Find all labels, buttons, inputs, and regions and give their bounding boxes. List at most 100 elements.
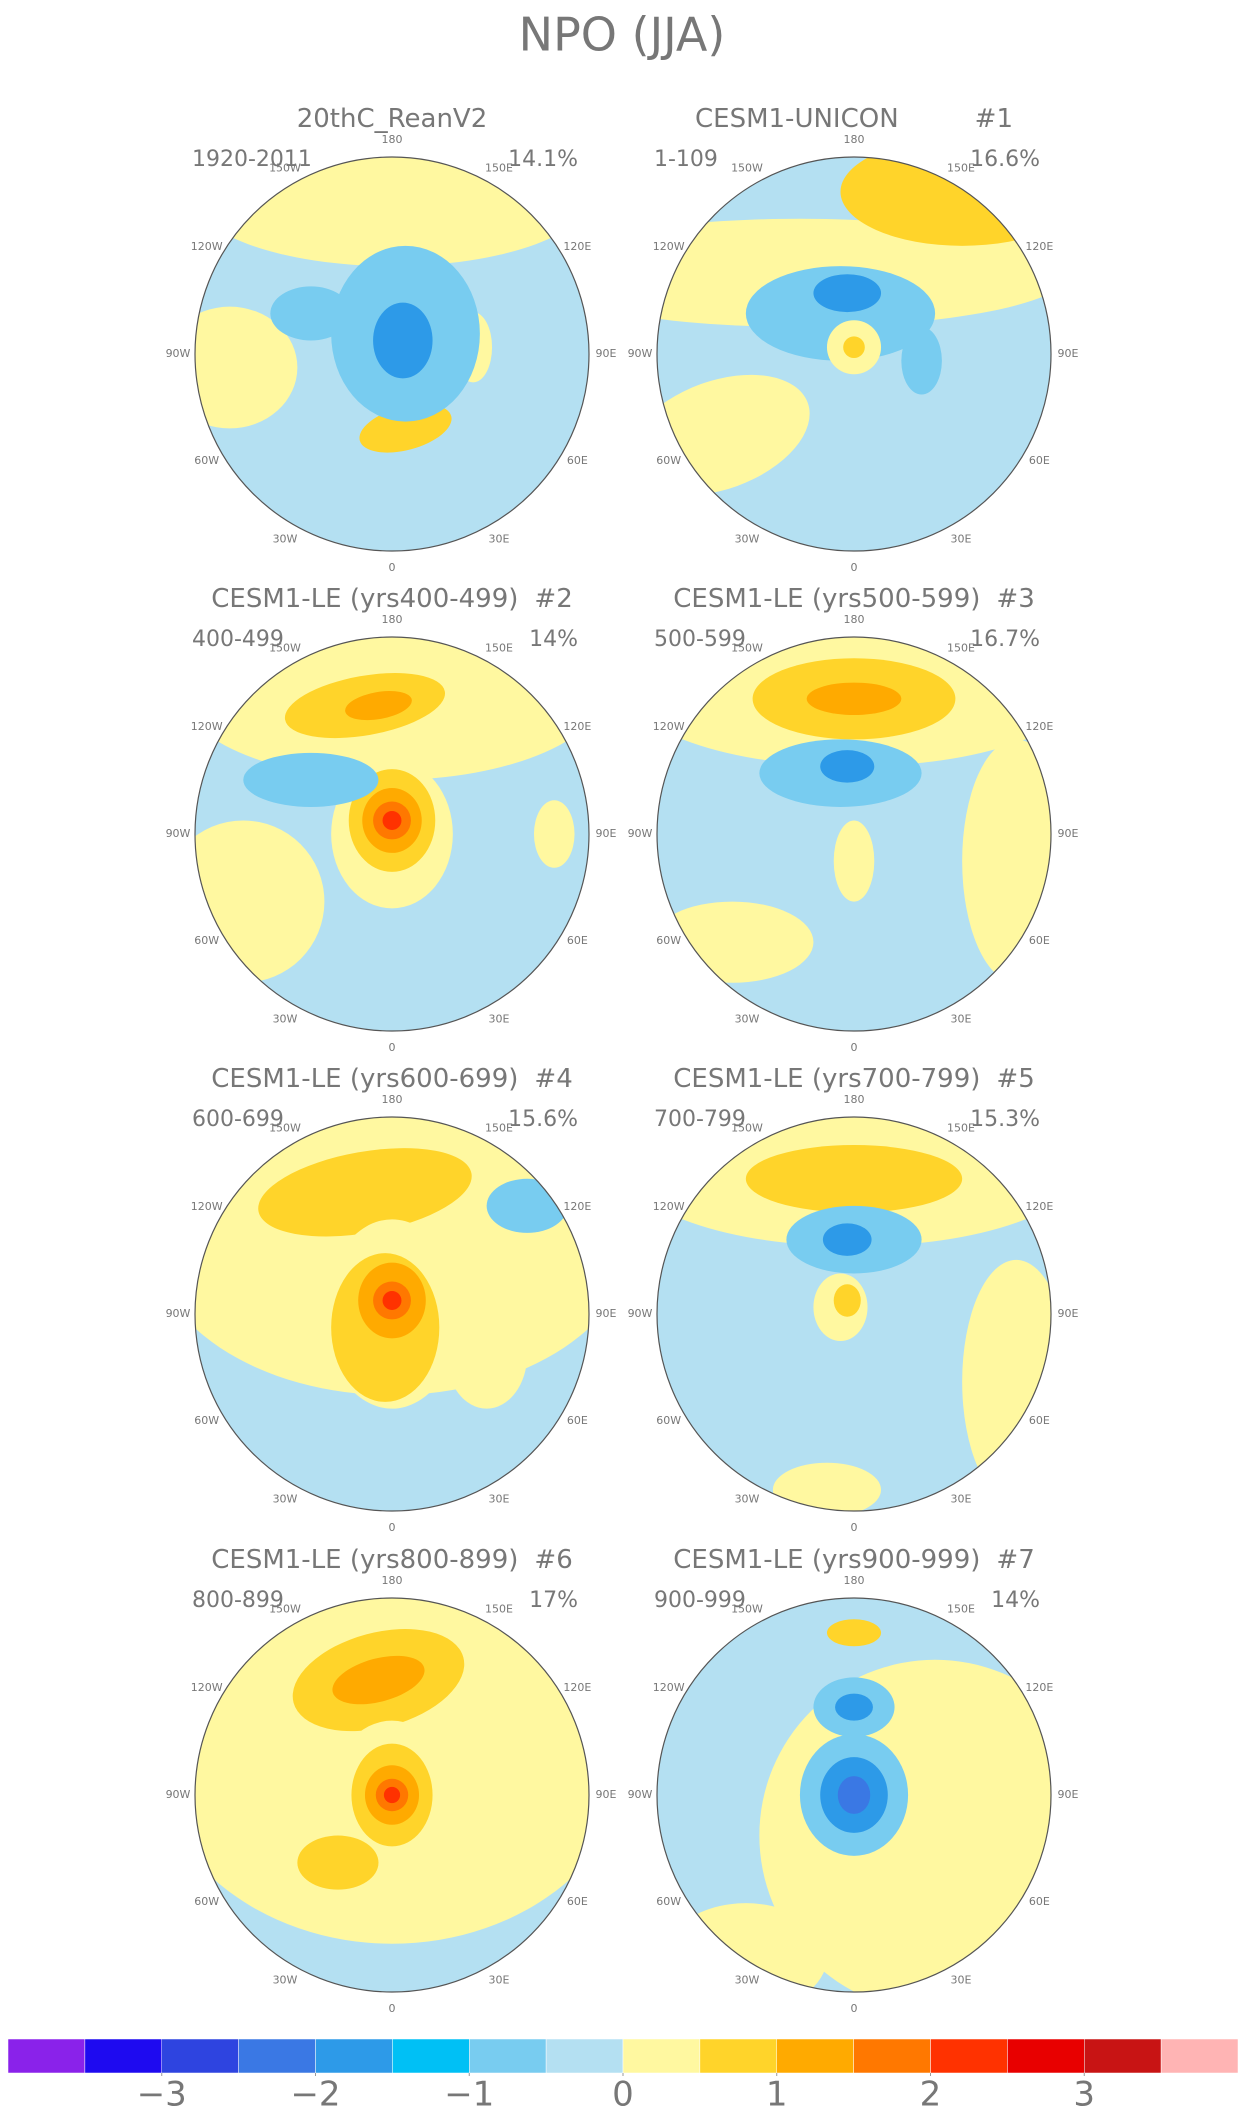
longitude-label: 30E (951, 1012, 972, 1025)
longitude-label: 60E (567, 1895, 588, 1908)
longitude-label: 0 (851, 1041, 858, 1054)
map-panel: CESM1-LE (yrs600-699) #4 600-699 15.6% 0 30E 6… (166, 1064, 617, 1535)
longitude-label: 60E (1029, 1895, 1050, 1908)
panel-period: 500-599 (654, 627, 746, 652)
longitude-label: 30E (489, 532, 510, 545)
longitude-label: 120W (191, 1200, 223, 1213)
longitude-label: 60W (656, 934, 681, 947)
contour-region (195, 820, 325, 983)
longitude-label: 30W (273, 1973, 298, 1986)
map-panel: CESM1-LE (yrs800-899) #6 800-899 17% 0 30E 60E… (166, 1545, 617, 2016)
map-field (657, 637, 1051, 1031)
panel-percent: 17% (529, 1588, 578, 1613)
panel-title: CESM1-UNICON #1 (695, 104, 1013, 134)
longitude-label: 90E (1058, 347, 1079, 360)
longitude-label: 0 (389, 2002, 396, 2015)
contour-region (345, 691, 412, 721)
longitude-label: 0 (389, 561, 396, 574)
contour-region (833, 820, 875, 902)
map-border (194, 1597, 590, 1993)
longitude-label: 90E (596, 1307, 617, 1320)
longitude-label: 120E (1025, 720, 1053, 733)
contour-region (820, 750, 875, 783)
longitude-label: 180 (844, 1574, 865, 1587)
contour-region (533, 800, 575, 868)
longitude-label: 90W (628, 827, 653, 840)
contour-region (486, 1178, 568, 1233)
figure-title: NPO (JJA) (519, 8, 726, 62)
longitude-label: 60W (656, 1414, 681, 1427)
longitude-label: 120W (191, 240, 223, 253)
longitude-label: 90W (628, 347, 653, 360)
longitude-label: 60W (194, 454, 219, 467)
longitude-label: 150W (731, 642, 763, 655)
longitude-label: 30E (489, 1012, 510, 1025)
longitude-label: 90E (1058, 1788, 1079, 1801)
longitude-label: 90E (596, 347, 617, 360)
contour-region (813, 274, 882, 313)
map-field (657, 1598, 1051, 1992)
longitude-label: 90E (596, 827, 617, 840)
contour-region (332, 1655, 425, 1705)
longitude-label: 180 (382, 1093, 403, 1106)
longitude-label: 180 (844, 613, 865, 626)
panel-percent: 14.1% (508, 147, 578, 172)
contour-region (382, 1291, 402, 1310)
colorbar-box (469, 2038, 547, 2074)
colorbar-box (392, 2038, 470, 2074)
colorbar-label: 2 (920, 2075, 942, 2113)
longitude-label: 0 (389, 1521, 396, 1534)
longitude-label: 60E (1029, 1414, 1050, 1427)
panel-title: CESM1-LE (yrs800-899) #6 (211, 1545, 573, 1575)
colorbar-box (84, 2038, 162, 2074)
colorbar-box (1084, 2038, 1162, 2074)
panel-title: CESM1-LE (yrs400-499) #2 (211, 584, 573, 614)
longitude-label: 0 (851, 2002, 858, 2015)
colorbar-box (238, 2038, 316, 2074)
colorbar-label: 3 (1073, 2075, 1095, 2113)
panel-period: 800-899 (192, 1588, 284, 1613)
longitude-label: 120E (563, 240, 591, 253)
longitude-label: 120W (191, 720, 223, 733)
longitude-label: 120W (653, 240, 685, 253)
panel-title-text: CESM1-LE (yrs800-899) (211, 1545, 518, 1575)
contour-region (373, 302, 433, 379)
longitude-label: 150W (731, 1122, 763, 1135)
panel-title: CESM1-LE (yrs700-799) #5 (673, 1064, 1035, 1094)
colorbar-box (776, 2038, 854, 2074)
longitude-label: 150E (485, 1122, 513, 1135)
longitude-label: 120W (653, 1681, 685, 1694)
panel-title-text: CESM1-LE (yrs900-999) (673, 1545, 980, 1575)
colorbar-box (622, 2038, 701, 2074)
panel-title-text: CESM1-LE (yrs600-699) (211, 1064, 518, 1094)
longitude-label: 90W (166, 1788, 191, 1801)
longitude-label: 150W (269, 162, 301, 175)
longitude-label: 60E (567, 934, 588, 947)
longitude-label: 30W (735, 532, 760, 545)
longitude-label: 150W (269, 1603, 301, 1616)
map-border (656, 636, 1052, 1032)
longitude-label: 150W (269, 642, 301, 655)
colorbar-label: −2 (290, 2075, 340, 2113)
map-panel: CESM1-LE (yrs700-799) #5 700-799 15.3% 0 30E 6… (628, 1064, 1079, 1535)
longitude-label: 150E (947, 642, 975, 655)
panel-percent: 14% (991, 1588, 1040, 1613)
panel-period: 600-699 (192, 1107, 284, 1132)
longitude-label: 180 (844, 133, 865, 146)
panel-number: #1 (975, 104, 1013, 134)
colorbar-label: −1 (444, 2075, 494, 2113)
longitude-label: 180 (382, 1574, 403, 1587)
panel-title: 20thC_ReanV2 (297, 104, 488, 134)
map-panel: CESM1-LE (yrs900-999) #7 900-999 14% 0 30E 60E… (628, 1545, 1079, 2016)
panel-number: #7 (996, 1545, 1034, 1575)
longitude-label: 60E (567, 1414, 588, 1427)
longitude-label: 30E (951, 1973, 972, 1986)
longitude-label: 60W (194, 934, 219, 947)
longitude-label: 120E (1025, 1200, 1053, 1213)
map-border (656, 1116, 1052, 1512)
map-panel: CESM1-LE (yrs500-599) #3 500-599 16.7% 0 30E 6… (628, 584, 1079, 1055)
panel-percent: 14% (529, 627, 578, 652)
panel-number: #2 (534, 584, 572, 614)
